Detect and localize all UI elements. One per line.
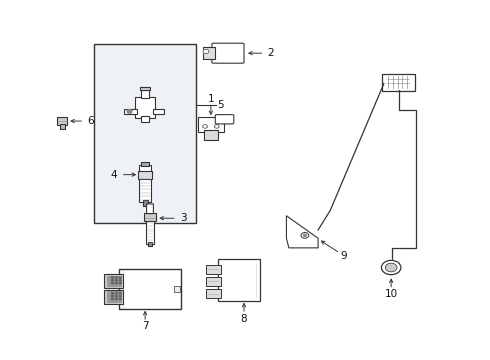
FancyBboxPatch shape [107, 292, 121, 302]
Circle shape [116, 280, 117, 281]
Text: 8: 8 [241, 314, 247, 324]
Text: 6: 6 [87, 116, 94, 126]
FancyBboxPatch shape [382, 73, 415, 91]
Circle shape [203, 49, 209, 54]
FancyBboxPatch shape [205, 277, 221, 286]
Circle shape [119, 280, 121, 281]
FancyBboxPatch shape [212, 43, 244, 63]
Circle shape [116, 296, 117, 297]
Circle shape [119, 296, 121, 297]
FancyBboxPatch shape [205, 265, 221, 274]
FancyBboxPatch shape [135, 97, 155, 118]
FancyBboxPatch shape [141, 116, 149, 122]
FancyBboxPatch shape [94, 44, 196, 223]
Circle shape [116, 298, 117, 300]
Text: 10: 10 [385, 289, 398, 299]
FancyBboxPatch shape [215, 114, 234, 124]
FancyBboxPatch shape [107, 276, 121, 287]
FancyBboxPatch shape [198, 117, 224, 132]
FancyBboxPatch shape [144, 213, 156, 221]
Text: 3: 3 [180, 213, 186, 223]
Circle shape [112, 283, 114, 284]
FancyBboxPatch shape [143, 201, 147, 206]
FancyBboxPatch shape [141, 90, 149, 98]
FancyBboxPatch shape [218, 259, 260, 301]
Circle shape [303, 234, 306, 237]
FancyBboxPatch shape [138, 171, 152, 179]
FancyBboxPatch shape [174, 286, 180, 292]
Circle shape [119, 293, 121, 294]
Circle shape [381, 260, 401, 275]
Polygon shape [287, 216, 318, 248]
FancyBboxPatch shape [146, 219, 154, 244]
FancyBboxPatch shape [104, 274, 123, 288]
FancyBboxPatch shape [119, 269, 181, 309]
FancyBboxPatch shape [147, 204, 153, 213]
Circle shape [112, 293, 114, 294]
FancyBboxPatch shape [139, 165, 151, 202]
Text: 4: 4 [110, 170, 117, 180]
FancyBboxPatch shape [148, 242, 152, 247]
Circle shape [112, 277, 114, 278]
Circle shape [119, 277, 121, 278]
Circle shape [119, 283, 121, 284]
FancyBboxPatch shape [124, 109, 137, 114]
Text: 5: 5 [218, 100, 224, 110]
Circle shape [112, 298, 114, 300]
Text: 9: 9 [341, 251, 347, 261]
Circle shape [116, 293, 117, 294]
FancyBboxPatch shape [205, 289, 221, 298]
FancyBboxPatch shape [202, 47, 215, 59]
Circle shape [127, 110, 132, 113]
Text: 7: 7 [142, 321, 148, 331]
Circle shape [112, 280, 114, 281]
Text: 2: 2 [268, 48, 274, 58]
Circle shape [301, 233, 309, 238]
FancyBboxPatch shape [153, 109, 164, 114]
Text: 1: 1 [208, 94, 214, 104]
FancyBboxPatch shape [141, 162, 149, 166]
FancyBboxPatch shape [104, 290, 123, 304]
FancyBboxPatch shape [204, 130, 218, 140]
FancyBboxPatch shape [57, 117, 67, 125]
Circle shape [385, 263, 397, 272]
Circle shape [112, 296, 114, 297]
Circle shape [119, 298, 121, 300]
Circle shape [116, 283, 117, 284]
FancyBboxPatch shape [60, 123, 65, 129]
FancyBboxPatch shape [140, 87, 150, 90]
Circle shape [116, 277, 117, 278]
